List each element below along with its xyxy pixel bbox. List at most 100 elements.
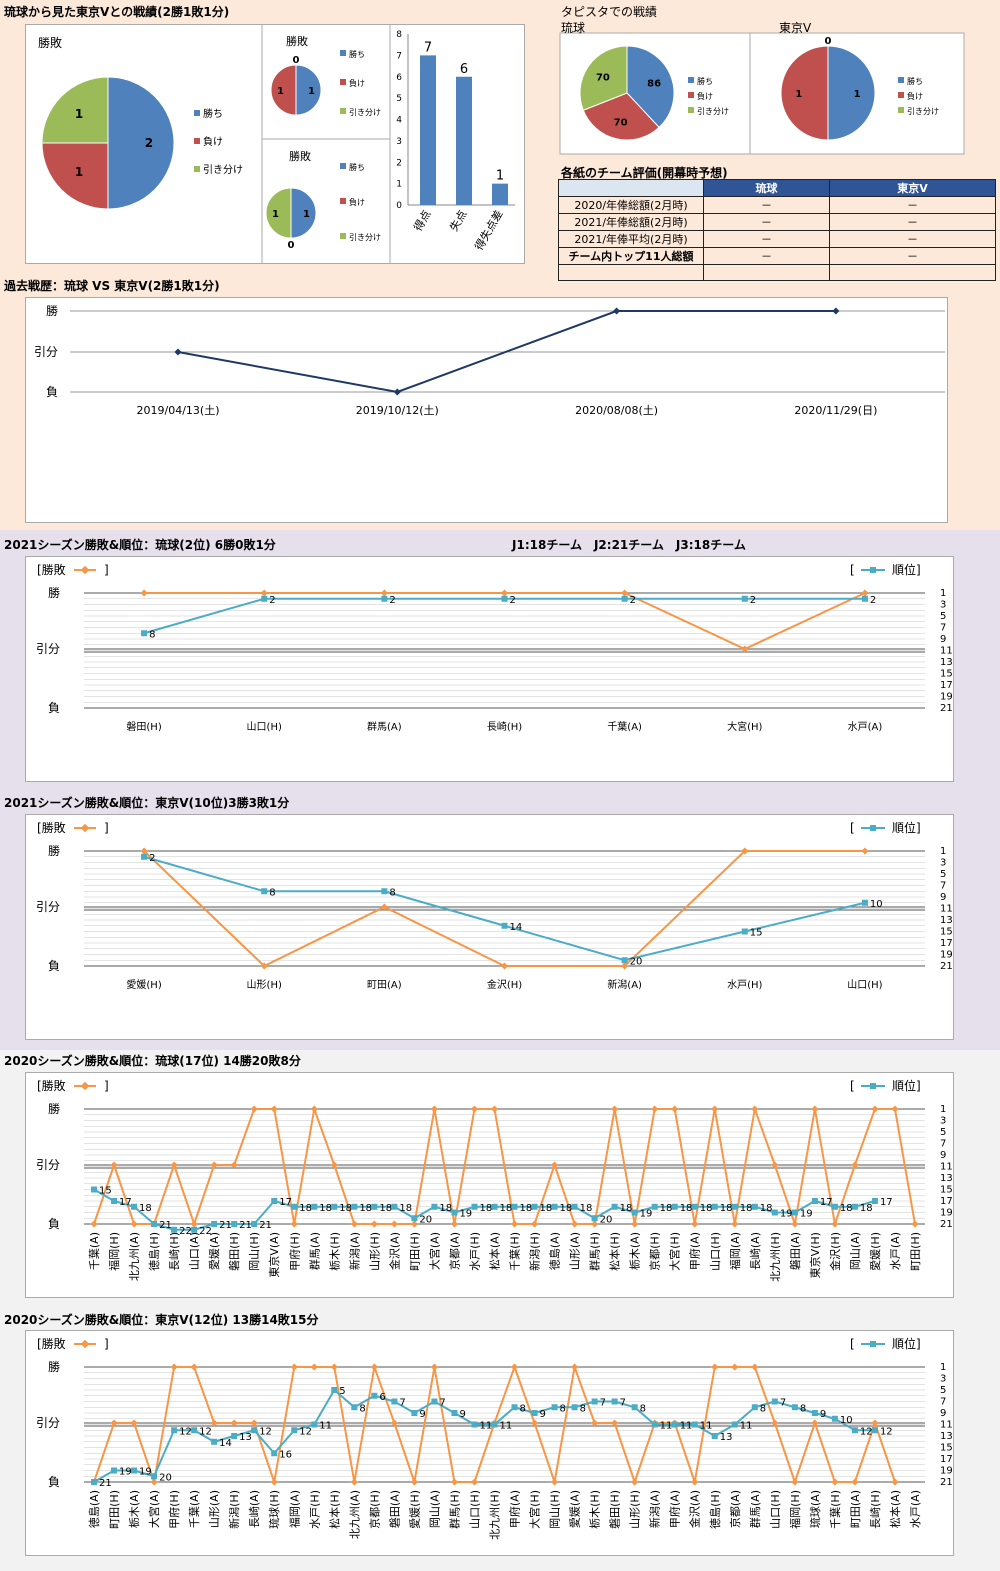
table-row: チーム内トップ11人総額－－	[558, 247, 996, 265]
result-point	[380, 589, 388, 597]
tapista-ryukyu-slice-lose	[582, 92, 660, 141]
h2h-chart-panel	[25, 297, 948, 523]
legend-result-close: ]	[104, 1337, 109, 1351]
pie-main-legend-item: 引き分け	[203, 164, 243, 176]
rank-y-tick: 19	[940, 692, 953, 703]
rank-y-tick: 19	[940, 1466, 953, 1477]
result-point	[741, 847, 749, 855]
rank-y-tick: 3	[940, 1116, 946, 1127]
rank-point	[331, 1387, 338, 1393]
rank-y-tick: 7	[940, 623, 946, 634]
eval-row-label: 2020/年俸総額(2月時)	[558, 196, 704, 214]
rank-data-label: 18	[580, 1203, 593, 1214]
result-point	[631, 1478, 639, 1486]
legend-result-open: [勝敗	[37, 562, 66, 577]
rank-data-label: 11	[479, 1421, 492, 1432]
tapista-title: タピスタでの戦績	[561, 5, 658, 19]
pie-small2-legend-swatch	[340, 233, 346, 239]
tapista-ryukyu-slice-win	[626, 45, 675, 129]
rank-point	[371, 1392, 378, 1399]
tapista-tokyov-data-label: 1	[795, 89, 802, 100]
h2h-x-label: 2020/11/29(日)	[794, 404, 877, 417]
rank-y-tick: 21	[940, 961, 953, 972]
result-point	[551, 1478, 559, 1486]
rank-point	[141, 630, 148, 637]
legend-result-marker	[80, 1339, 90, 1349]
pie-main-legend-item: 勝ち	[203, 107, 223, 120]
x-category-label: 北九州(A)	[348, 1490, 361, 1539]
x-category-label: 磐田(H)	[608, 1490, 622, 1529]
result-point	[861, 589, 869, 597]
rank-data-label: 18	[740, 1203, 753, 1214]
x-category-label: 千葉(H)	[828, 1490, 842, 1529]
rank-data-label: 7	[439, 1398, 445, 1409]
x-category-label: 町田(A)	[367, 980, 402, 991]
rank-point	[671, 1203, 678, 1210]
rank-point	[711, 1203, 718, 1210]
rank-y-tick: 17	[940, 1454, 953, 1465]
rank-data-label: 18	[439, 1203, 452, 1214]
result-point	[731, 1363, 739, 1371]
x-category-label: 琉球(A)	[808, 1490, 822, 1528]
rank-point	[431, 1203, 438, 1210]
result-y-tick: 引分	[36, 1416, 60, 1430]
rank-data-label: 18	[299, 1203, 312, 1214]
rank-point	[791, 1404, 798, 1411]
rank-data-label: 18	[660, 1203, 673, 1214]
result-y-tick: 勝	[48, 585, 60, 600]
rank-y-tick: 7	[940, 1139, 946, 1150]
rank-data-label: 9	[459, 1409, 465, 1420]
rank-data-label: 8	[359, 1403, 365, 1414]
h2h-y-tick: 勝	[46, 303, 58, 318]
result-point	[150, 1478, 158, 1486]
rank-data-label: 19	[800, 1209, 813, 1220]
rank-data-label: 17	[119, 1197, 132, 1208]
rank-point	[471, 1421, 478, 1428]
rank-point	[711, 1433, 718, 1439]
rank-data-label: 13	[720, 1432, 733, 1443]
rank-point	[691, 1421, 698, 1428]
x-category-label: 磐田(H)	[126, 720, 161, 733]
rank-data-label: 9	[820, 1409, 826, 1420]
rank-y-tick: 7	[940, 881, 946, 892]
rank-y-tick: 13	[940, 915, 953, 926]
rank-point	[291, 1427, 298, 1434]
rank-point	[271, 1198, 278, 1204]
x-category-label: 東京V(H)	[808, 1232, 822, 1278]
x-category-label: 徳島(H)	[708, 1490, 722, 1529]
rank-point	[511, 1404, 518, 1411]
rank-data-label: 10	[870, 899, 883, 910]
result-point	[891, 1478, 899, 1486]
x-category-label: 山形(H)	[247, 979, 282, 991]
h2h-point	[613, 307, 621, 315]
result-point	[350, 1478, 358, 1486]
x-category-label: 山口(H)	[709, 1232, 722, 1271]
bar-y-tick: 6	[396, 73, 402, 83]
rank-data-label: 8	[800, 1403, 806, 1414]
pie-small1-legend-swatch	[340, 108, 346, 114]
legend-result-open: [勝敗	[37, 1336, 66, 1351]
rank-data-label: 12	[299, 1426, 312, 1437]
rank-point	[631, 1209, 638, 1216]
rank-point	[591, 1215, 598, 1222]
tapista-tokyov-slice-lose	[780, 45, 829, 141]
rank-data-label: 15	[99, 1186, 112, 1197]
x-category-label: 磐田(A)	[788, 1232, 802, 1270]
x-category-label: 新潟(A)	[347, 1232, 361, 1270]
x-category-label: 山形(A)	[208, 1490, 221, 1528]
pie-small1-legend-item: 負け	[349, 78, 365, 88]
x-category-label: 山口(H)	[847, 979, 882, 991]
rank-series-line	[93, 1188, 876, 1231]
x-category-label: 北九州(H)	[488, 1490, 501, 1540]
result-y-tick: 負	[48, 701, 60, 715]
rank-data-label: 18	[139, 1203, 152, 1214]
legend-rank-open: [	[850, 1337, 855, 1351]
rank-point	[471, 1203, 478, 1210]
x-category-label: 新潟(H)	[227, 1490, 241, 1529]
x-category-label: 新潟(A)	[607, 978, 642, 991]
rank-data-label: 21	[159, 1220, 172, 1231]
rank-point	[811, 1198, 818, 1204]
x-category-label: 金沢(H)	[487, 978, 522, 991]
